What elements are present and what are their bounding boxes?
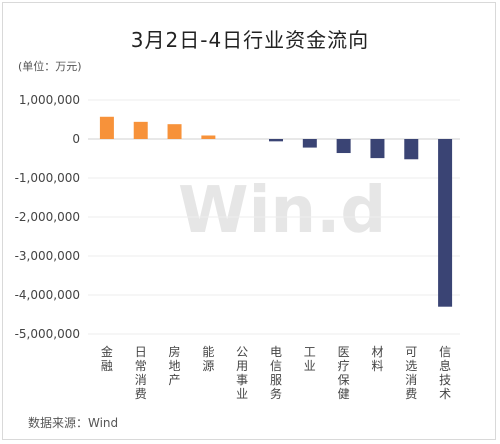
x-category-label: 金 <box>101 344 113 359</box>
x-category-label: 公 <box>236 345 248 359</box>
x-category-label: 业 <box>236 387 248 401</box>
x-category-label: 工 <box>304 345 316 359</box>
x-category-label: 业 <box>304 359 316 373</box>
bar <box>133 121 148 139</box>
x-category-label: 常 <box>135 359 147 373</box>
x-category-label: 消 <box>135 373 147 387</box>
x-category-label: 融 <box>101 359 113 373</box>
x-category-label: 地 <box>169 359 181 373</box>
watermark: Win.d <box>178 174 386 248</box>
bar <box>167 124 182 139</box>
bar <box>404 139 419 160</box>
bar-layer <box>99 116 453 307</box>
bar <box>336 139 351 154</box>
x-category-label: 保 <box>338 373 350 387</box>
y-tick-label: 0 <box>72 132 80 146</box>
x-category-label: 产 <box>169 373 181 387</box>
x-category-label: 信 <box>439 345 451 359</box>
chart-title: 3月2日-4日行业资金流向 <box>130 28 370 52</box>
x-category-label: 疗 <box>338 359 350 373</box>
x-category-label: 息 <box>439 358 451 373</box>
x-category-label: 术 <box>439 387 451 401</box>
x-category-label: 日 <box>135 345 147 359</box>
y-tick-label: -4,000,000 <box>15 288 80 302</box>
x-category-label: 能 <box>202 345 214 359</box>
bar <box>438 139 453 307</box>
y-tick-label: -2,000,000 <box>15 210 80 224</box>
unit-label: (单位：万元) <box>18 60 82 73</box>
data-source: 数据来源：Wind <box>28 416 119 430</box>
y-axis-ticks: 1,000,000 0 -1,000,000 -2,000,000 -3,000,000… <box>15 93 80 341</box>
x-category-label: 可 <box>405 345 417 359</box>
x-category-label: 选 <box>405 359 417 373</box>
x-category-label: 技 <box>439 373 451 387</box>
y-tick-label: 1,000,000 <box>19 93 80 107</box>
y-tick-label: -5,000,000 <box>15 327 80 341</box>
bar <box>302 139 317 148</box>
x-category-label: 健 <box>338 387 350 401</box>
bar <box>201 135 216 139</box>
bar <box>370 139 385 159</box>
chart-frame <box>2 2 496 440</box>
x-category-label: 事 <box>236 373 248 387</box>
bar <box>269 139 283 142</box>
x-category-label: 材 <box>371 345 383 359</box>
x-category-label: 用 <box>236 359 248 373</box>
x-category-label: 费 <box>135 387 147 401</box>
x-category-label: 费 <box>405 387 417 401</box>
y-tick-label: -1,000,000 <box>15 171 80 185</box>
x-category-label: 务 <box>270 386 282 401</box>
bar <box>99 116 114 139</box>
x-category-label: 消 <box>405 373 417 387</box>
y-tick-label: -3,000,000 <box>15 249 80 263</box>
x-category-label: 服 <box>270 373 282 387</box>
x-category-label: 源 <box>202 359 214 373</box>
x-category-label: 信 <box>270 359 282 373</box>
x-category-label: 电 <box>270 345 282 359</box>
x-category-label: 料 <box>371 359 383 373</box>
grid-layer <box>88 99 460 335</box>
x-category-label: 房 <box>169 344 181 359</box>
x-category-label: 医 <box>338 345 350 359</box>
